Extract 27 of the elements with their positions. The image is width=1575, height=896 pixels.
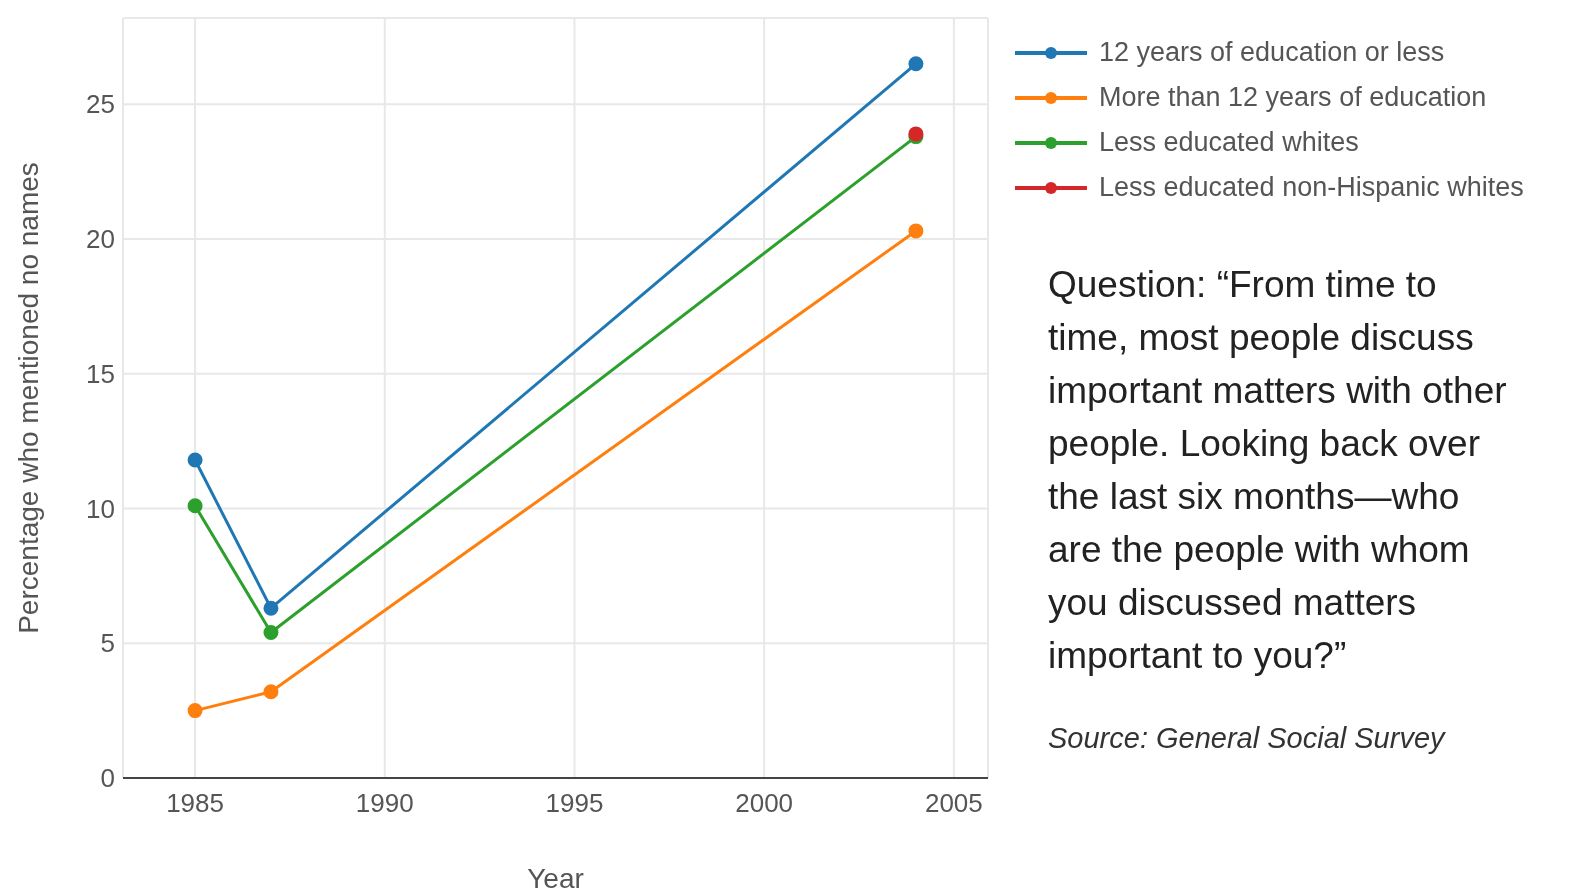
y-tick-label: 5 [100, 628, 115, 659]
point [908, 223, 924, 239]
point [187, 703, 203, 719]
x-axis-title: Year [527, 863, 584, 894]
point [187, 498, 203, 514]
text: Question: “From time to time, most people discuss important matters with other people. Looking back over the last six months—who are the people with whom you discussed matters important to you?” [1048, 263, 1508, 678]
legend-label: 12 years of education or less [1099, 37, 1445, 68]
point [263, 600, 279, 616]
point [187, 452, 203, 468]
y-tick-label: 0 [100, 763, 115, 794]
x-tick-label: 1985 [166, 788, 225, 819]
source-note: Source: General Social Survey [1048, 722, 1447, 755]
point [263, 624, 279, 640]
y-tick-label: 15 [86, 358, 115, 389]
y-tick-label: 20 [86, 224, 115, 255]
legend-label: Less educated non-Hispanic whites [1099, 172, 1524, 203]
x-tick-label: 1995 [545, 788, 604, 819]
y-tick-label: 25 [86, 89, 115, 120]
x-tick-label: 1990 [355, 788, 414, 819]
y-tick-label: 10 [86, 493, 115, 524]
legend-label: Less educated whites [1099, 127, 1359, 158]
point [908, 56, 924, 72]
x-tick-label: 2000 [735, 788, 794, 819]
point [263, 684, 279, 700]
y-axis-title: Percentage who mentioned no names [12, 162, 44, 634]
legend-label: More than 12 years of education [1099, 82, 1487, 113]
x-tick-label: 2005 [924, 788, 983, 819]
